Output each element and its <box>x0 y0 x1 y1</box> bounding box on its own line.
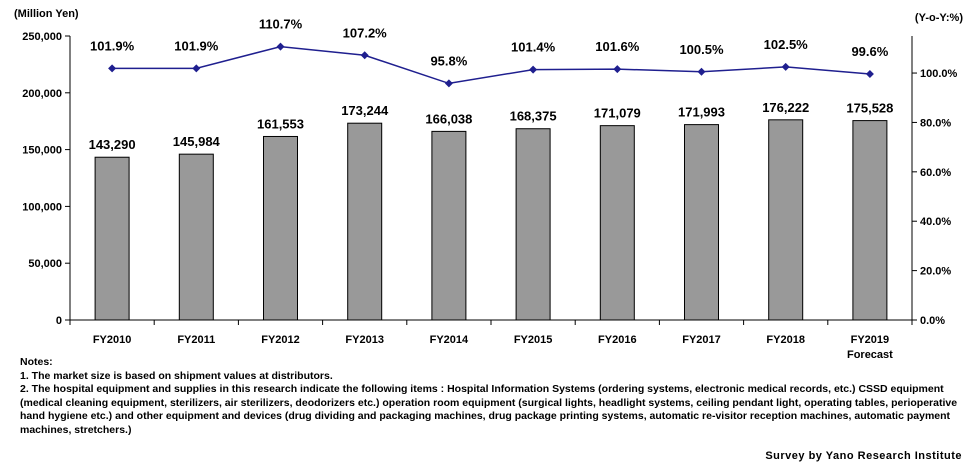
bar-value-labels: 143,290 145,984 161,553 173,244 166,038 168,3… <box>89 100 894 152</box>
y2-tick-label: 60.0% <box>920 167 951 179</box>
yoy-marker <box>192 64 201 73</box>
x-tick-label: FY2013 <box>345 334 384 346</box>
bar <box>178 153 214 321</box>
y2-axis: 0.0% 20.0% 40.0% 60.0% 80.0% 100.0% <box>911 36 958 327</box>
bar <box>94 156 130 321</box>
yoy-label-background <box>168 38 225 54</box>
notes: Notes: 1. The market size is based on sh… <box>20 356 960 437</box>
yoy-marker <box>613 65 622 74</box>
market-size-chart: (Million Yen) (Y-o-Y:%) 0 50,000 100,000 15… <box>14 8 963 360</box>
bar-value-label: 143,290 <box>89 137 136 152</box>
x-axis: FY2010 FY2011 FY2012 FY2013 FY2014 FY2015 FY20… <box>69 319 913 360</box>
yoy-line-series <box>108 42 874 88</box>
yoy-marker <box>865 70 874 79</box>
bar-value-label: 173,244 <box>341 103 389 118</box>
yoy-label-background <box>673 41 730 57</box>
y2-tick-label: 0.0% <box>920 315 945 327</box>
y-axis-title: (Million Yen) <box>14 8 79 20</box>
yoy-marker <box>360 51 369 60</box>
x-tick-label: FY2017 <box>682 334 721 346</box>
bar <box>852 120 888 321</box>
yoy-line <box>112 45 870 85</box>
bar-value-label: 176,222 <box>762 100 809 115</box>
bar-value-label: 171,079 <box>594 106 641 121</box>
bar-series <box>94 119 888 321</box>
bar <box>599 125 635 321</box>
y-tick-label: 0 <box>56 315 62 327</box>
notes-line-2: 2. The hospital equipment and supplies i… <box>20 383 958 436</box>
yoy-value-label: 101.6% <box>595 39 640 54</box>
x-tick-label: FY2014 <box>430 334 469 346</box>
bar <box>263 135 298 321</box>
notes-line-1: 1. The market size is based on shipment … <box>20 369 333 382</box>
bar-value-label: 175,528 <box>846 101 893 116</box>
notes-heading: Notes: <box>20 356 53 368</box>
x-tick-label: FY2019 <box>851 334 890 346</box>
bar <box>768 119 804 321</box>
yoy-value-label: 99.6% <box>851 44 888 59</box>
yoy-label-background <box>589 39 646 55</box>
yoy-value-label: 107.2% <box>343 25 388 40</box>
yoy-value-label: 102.5% <box>764 37 809 52</box>
yoy-value-label: 101.4% <box>511 40 556 55</box>
yoy-label-background <box>420 53 477 69</box>
yoy-marker <box>781 62 790 71</box>
yoy-label-background <box>841 44 898 60</box>
x-tick-label: FY2011 <box>177 334 215 346</box>
bar <box>515 128 551 321</box>
x-tick-label: FY2016 <box>598 334 637 346</box>
yoy-label-background <box>757 36 814 52</box>
y-tick-label: 100,000 <box>22 201 62 213</box>
yoy-marker <box>529 65 538 74</box>
y2-tick-label: 20.0% <box>920 266 951 278</box>
x-tick-label: FY2018 <box>766 334 805 346</box>
bar <box>431 130 467 321</box>
yoy-label-background <box>84 38 141 54</box>
y2-axis-title: (Y-o-Y:%) <box>915 12 963 24</box>
yoy-marker <box>697 67 706 76</box>
bar-value-label: 171,993 <box>678 105 725 120</box>
x-tick-label: FY2010 <box>93 334 132 346</box>
bar <box>347 122 383 321</box>
y2-tick-label: 100.0% <box>920 68 958 80</box>
yoy-value-label: 101.9% <box>174 38 219 53</box>
yoy-marker <box>444 79 453 88</box>
yoy-value-label: 100.5% <box>679 42 724 57</box>
x-tick-label: FY2012 <box>261 334 300 346</box>
y2-tick-label: 80.0% <box>920 117 951 129</box>
y-tick-label: 50,000 <box>28 258 62 270</box>
bar-value-label: 168,375 <box>510 109 557 124</box>
y-tick-label: 250,000 <box>22 31 62 43</box>
yoy-marker <box>108 64 117 73</box>
y-tick-label: 150,000 <box>22 145 62 157</box>
yoy-label-background <box>505 39 562 55</box>
y2-tick-label: 40.0% <box>920 216 951 228</box>
bar <box>684 124 719 321</box>
bar-value-label: 161,553 <box>257 116 304 131</box>
yoy-value-label: 110.7% <box>259 17 303 32</box>
yoy-value-label: 95.8% <box>430 53 467 68</box>
bar-value-label: 145,984 <box>173 134 221 149</box>
y-tick-label: 200,000 <box>22 88 62 100</box>
source-credit: Survey by Yano Research Institute <box>765 450 962 462</box>
yoy-value-label: 101.9% <box>90 38 135 53</box>
yoy-value-labels: 101.9% 101.9% 110.7% 107.2% 95.8% 101.4% 101.6… <box>84 16 898 69</box>
bar-value-label: 166,038 <box>425 111 472 126</box>
yoy-label-background <box>336 25 393 41</box>
x-tick-label: FY2015 <box>514 334 553 346</box>
y-axis: 0 50,000 100,000 150,000 200,000 250,000 <box>22 31 71 327</box>
yoy-label-background <box>252 16 309 32</box>
x-tick-sublabel: Forecast <box>847 349 893 360</box>
yoy-marker <box>276 42 285 51</box>
